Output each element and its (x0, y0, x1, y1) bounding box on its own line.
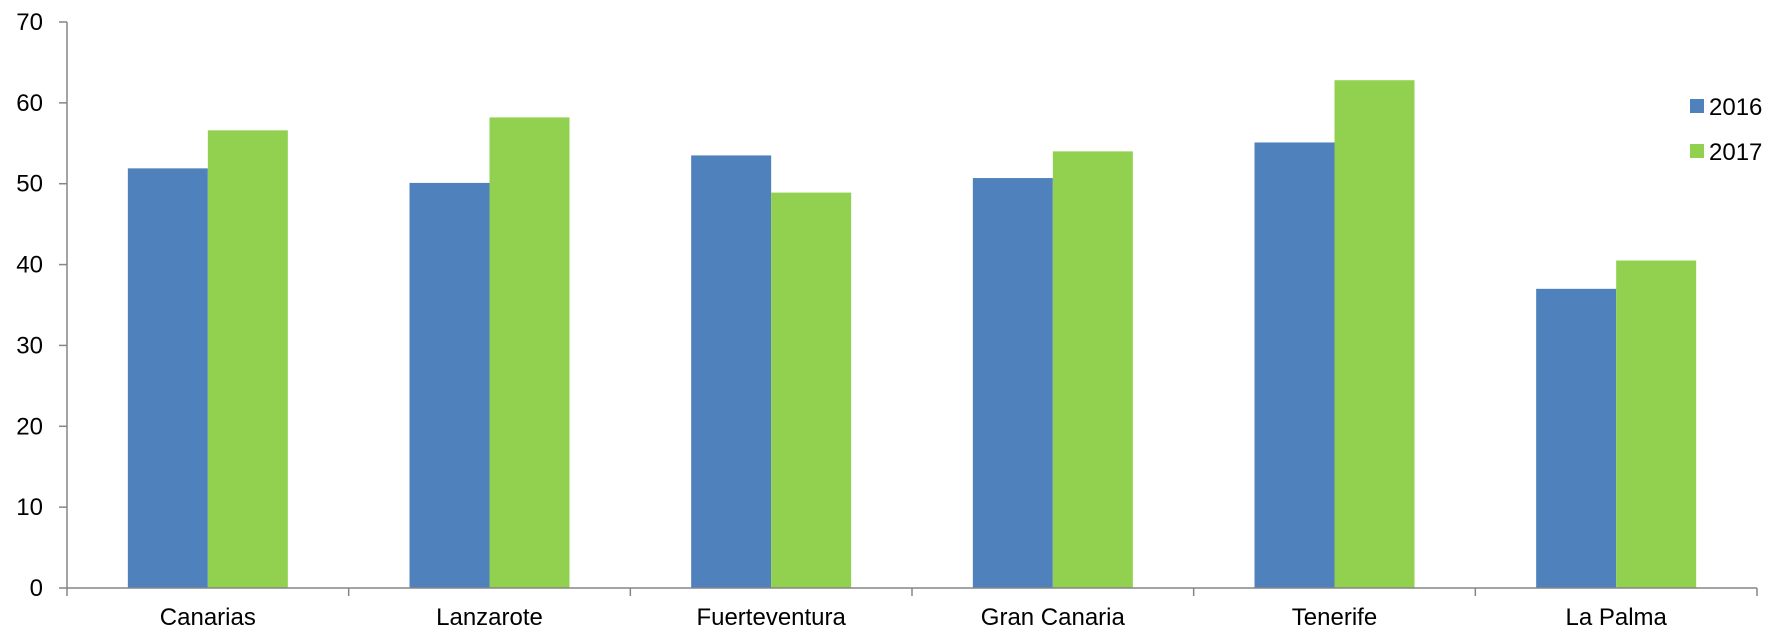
legend-swatch-2017 (1690, 144, 1704, 158)
bar-2016-la-palma (1536, 288, 1617, 588)
bar-2017-lanzarote (489, 117, 570, 588)
y-tick-label: 50 (16, 171, 43, 198)
legend-swatch-2016 (1690, 99, 1704, 113)
bar-2016-fuerteventura (691, 155, 772, 588)
bar-2016-gran-canaria (972, 178, 1053, 588)
bar-2017-gran-canaria (1052, 151, 1133, 588)
x-tick-label: La Palma (1565, 604, 1667, 630)
x-tick-label: Fuerteventura (696, 604, 846, 630)
y-tick-label: 20 (16, 413, 43, 440)
y-tick-label: 60 (16, 90, 43, 117)
y-axis-ticks: 0 10 20 30 40 50 60 70 (16, 9, 67, 602)
bar-2017-canarias (207, 130, 288, 588)
bar-2016-tenerife (1254, 142, 1335, 588)
bar-2017-fuerteventura (771, 192, 852, 588)
legend-label-2017: 2017 (1709, 139, 1762, 166)
bar-2017-tenerife (1334, 80, 1415, 589)
x-tick-label: Gran Canaria (981, 604, 1126, 630)
x-tick-label: Canarias (160, 604, 256, 630)
y-tick-label: 30 (16, 332, 43, 359)
bar-2016-canarias (127, 168, 208, 588)
legend-label-2016: 2016 (1709, 94, 1762, 121)
y-tick-label: 0 (30, 575, 43, 602)
x-axis-ticks: Canarias Lanzarote Fuerteventura Gran Canar… (66, 588, 1758, 630)
x-tick-label: Tenerife (1292, 604, 1377, 630)
bar-2016-lanzarote (409, 182, 490, 589)
bar-2017-la-palma (1616, 260, 1697, 588)
x-tick-label: Lanzarote (436, 604, 543, 630)
legend: 2016 2017 (1690, 94, 1762, 166)
y-tick-label: 70 (16, 9, 43, 36)
y-tick-label: 10 (16, 494, 43, 521)
y-tick-label: 40 (16, 252, 43, 279)
bars (127, 80, 1697, 589)
